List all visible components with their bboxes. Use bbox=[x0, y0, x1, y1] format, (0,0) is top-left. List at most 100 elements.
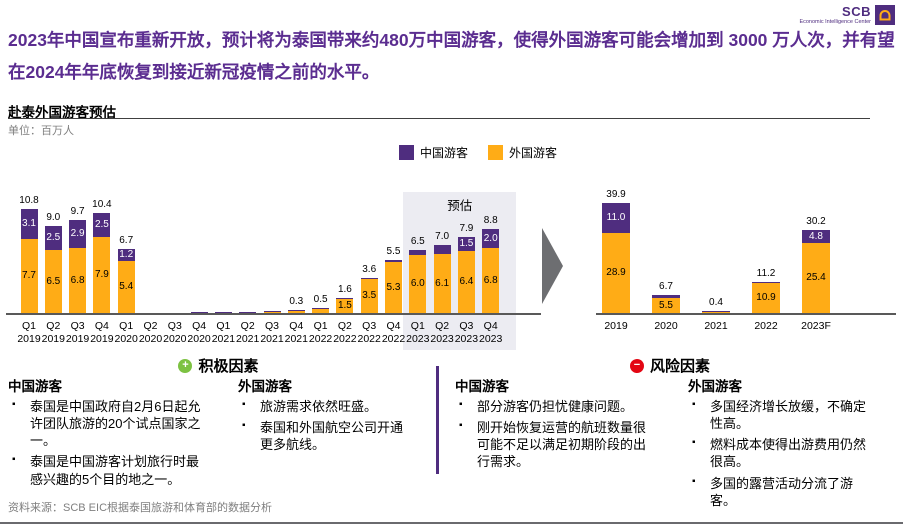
bar-total-label: 7.0 bbox=[435, 231, 450, 242]
bar-total-label: 6.5 bbox=[410, 236, 425, 247]
axis-tick-quarter: Q1 bbox=[216, 320, 231, 332]
bar-segment-china bbox=[752, 282, 780, 283]
bar-segment-china bbox=[702, 311, 730, 312]
quarterly-chart: 预估 10.8 3.1 7.7 Q1 2019 9.0 2.5 6.5 Q2 2019 9.7 2.9 6… bbox=[6, 190, 541, 350]
bar-segment-foreign bbox=[702, 312, 730, 313]
bar-segment-foreign bbox=[802, 243, 830, 313]
bar-segment-foreign bbox=[69, 248, 87, 313]
bar-segment-china bbox=[117, 249, 135, 261]
bar-china-value: 11.0 bbox=[606, 212, 626, 223]
bar-segment-foreign bbox=[652, 298, 680, 313]
axis-tick-year: 2021 bbox=[211, 333, 236, 345]
bullet-item: 燃料成本使得出游费用仍然很高。 bbox=[688, 436, 868, 470]
axis-tick-quarter: Q3 bbox=[459, 320, 474, 332]
axis-tick-year: 2019 bbox=[17, 333, 41, 345]
bullet-item: 多国经济增长放缓，不确定性高。 bbox=[688, 398, 868, 432]
bullet-item: 泰国是中国游客计划旅行时最感兴趣的5个目的地之一。 bbox=[8, 453, 208, 487]
unit-label: 单位：百万人 bbox=[8, 125, 74, 137]
bar-segment-china bbox=[385, 260, 402, 262]
bar-foreign-value: 6.0 bbox=[410, 278, 425, 289]
bar-total-label: 0.5 bbox=[313, 294, 328, 305]
bar-segment-foreign bbox=[482, 248, 500, 313]
bar-segment-foreign bbox=[336, 299, 354, 313]
bar-foreign-value: 5.4 bbox=[119, 281, 134, 292]
legend-label: 外国游客 bbox=[509, 146, 558, 160]
column-title: 外国游客 bbox=[238, 379, 292, 394]
legend-swatch bbox=[488, 145, 504, 160]
chart-legend: 中国游客 外国游客 bbox=[399, 144, 557, 161]
bar-segment-china bbox=[360, 278, 378, 279]
axis-tick-quarter: Q2 bbox=[240, 320, 255, 332]
bar-segment-foreign bbox=[93, 237, 111, 313]
bar-segment-foreign bbox=[457, 251, 475, 313]
bar-segment-foreign bbox=[287, 311, 305, 313]
legend-item: 中国游客 bbox=[399, 144, 468, 161]
axis-tick-quarter: Q2 bbox=[435, 320, 450, 332]
bar-segment-foreign bbox=[117, 261, 135, 313]
bar-segment-china bbox=[214, 312, 232, 313]
bar-china-value: 2.5 bbox=[46, 232, 61, 243]
forecast-label: 预估 bbox=[447, 199, 473, 213]
axis-tick-year: 2019 bbox=[604, 320, 628, 332]
bar-china-value: 1.2 bbox=[119, 249, 134, 260]
risk-china-column: 中国游客 部分游客仍担忧健康问题。刚开始恢复运营的航班数量很可能不足以满足初期阶… bbox=[455, 375, 647, 475]
column-title: 中国游客 bbox=[455, 379, 509, 394]
bar-total-label: 0.3 bbox=[289, 296, 304, 307]
bar-segment-foreign bbox=[20, 239, 38, 313]
factors-divider bbox=[436, 366, 439, 474]
bar-foreign-value: 5.3 bbox=[386, 281, 401, 293]
bar-foreign-value: 7.7 bbox=[22, 270, 36, 281]
axis-tick-quarter: Q2 bbox=[337, 320, 352, 332]
axis-tick-year: 2020 bbox=[654, 320, 678, 332]
axis-tick-quarter: Q2 bbox=[143, 320, 158, 332]
axis-tick-quarter: Q2 bbox=[46, 320, 61, 332]
positive-china-column: 中国游客 泰国是中国政府自2月6日起允许团队旅游的20个试点国家之一。泰国是中国… bbox=[8, 375, 208, 492]
bar-segment-china bbox=[457, 237, 475, 251]
positive-foreign-column: 外国游客 旅游需求依然旺盛。泰国和外国航空公司开通更多航线。 bbox=[238, 375, 410, 457]
bullet-item: 泰国是中国政府自2月6日起允许团队旅游的20个试点国家之一。 bbox=[8, 398, 208, 449]
scb-logo: SCB Economic Intelligence Center bbox=[799, 5, 895, 26]
axis-tick-quarter: Q3 bbox=[70, 320, 85, 332]
bar-china-value: 4.8 bbox=[809, 230, 823, 242]
bar-china-value: 2.9 bbox=[70, 228, 85, 239]
legend-label: 中国游客 bbox=[420, 146, 469, 160]
bar-segment-foreign bbox=[44, 250, 62, 313]
scb-logo-text: SCB Economic Intelligence Center bbox=[799, 5, 871, 26]
bar-foreign-value: 10.9 bbox=[756, 292, 776, 303]
bullet-item: 刚开始恢复运营的航班数量很可能不足以满足初期阶段的出行需求。 bbox=[455, 419, 647, 470]
legend-item: 外国游客 bbox=[488, 144, 557, 161]
bar-china-value: 3.1 bbox=[22, 218, 36, 229]
axis-tick-year: 2021 bbox=[284, 333, 308, 345]
bar-total-label: 9.7 bbox=[70, 206, 85, 217]
bar-foreign-value: 6.1 bbox=[435, 277, 450, 289]
bar-china-value: 1.5 bbox=[459, 238, 474, 249]
axis-tick-quarter: Q3 bbox=[167, 320, 182, 332]
bar-foreign-value: 25.4 bbox=[806, 272, 826, 283]
bar-segment-china bbox=[69, 220, 87, 248]
bar-segment-china bbox=[263, 311, 281, 312]
bullet-item: 泰国和外国航空公司开通更多航线。 bbox=[238, 419, 410, 453]
chart-heading: 赴泰外国游客预估 bbox=[8, 105, 116, 120]
page-title: 2023年中国宣布重新开放，预计将为泰国带来约480万中国游客，使得外国游客可能… bbox=[8, 30, 895, 83]
axis-tick-year: 2022 bbox=[308, 333, 333, 345]
bar-foreign-value: 7.9 bbox=[94, 269, 109, 280]
logo-brand: SCB bbox=[842, 4, 871, 19]
bar-total-label: 39.9 bbox=[606, 189, 626, 200]
risk-foreign-column: 外国游客 多国经济增长放缓，不确定性高。燃料成本使得出游费用仍然很高。多国的露营… bbox=[688, 375, 868, 513]
bar-china-value: 2.5 bbox=[94, 219, 109, 230]
bar-total-label: 6.7 bbox=[119, 235, 134, 246]
axis-tick-year: 2020 bbox=[114, 333, 138, 345]
axis-tick-year: 2023 bbox=[479, 333, 503, 345]
heading-divider bbox=[8, 118, 870, 119]
bar-segment-china bbox=[190, 312, 208, 313]
x-axis bbox=[6, 313, 541, 315]
axis-tick-year: 2022 bbox=[333, 333, 357, 345]
bar-segment-foreign bbox=[312, 309, 330, 313]
bar-segment-china bbox=[44, 226, 62, 250]
bar-segment-foreign bbox=[360, 279, 378, 313]
axis-tick-quarter: Q1 bbox=[410, 320, 425, 332]
risk-factors-header: − 风险因素 bbox=[437, 355, 903, 376]
bar-total-label: 30.2 bbox=[806, 216, 826, 227]
axis-tick-year: 2022 bbox=[357, 333, 381, 345]
bar-total-label: 5.5 bbox=[386, 246, 401, 257]
